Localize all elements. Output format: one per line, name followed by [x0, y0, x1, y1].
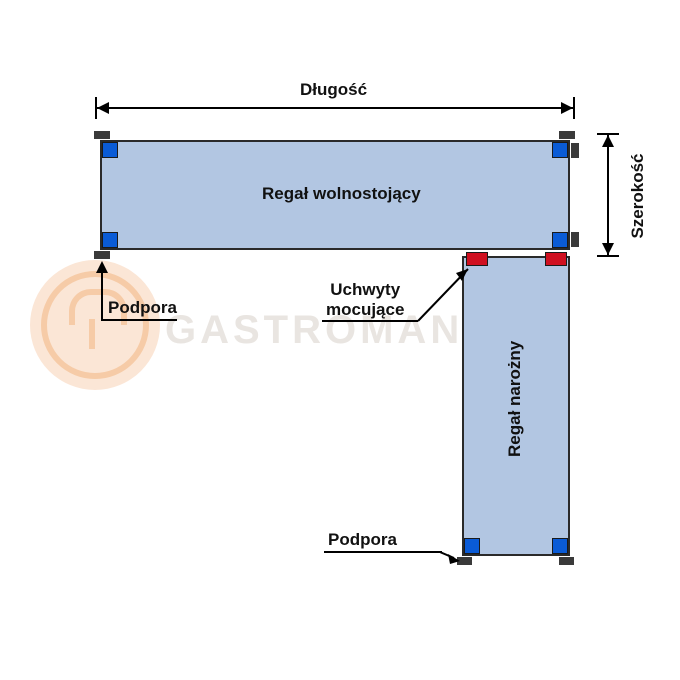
foot: [94, 131, 110, 139]
dim-length-arrow-r: [561, 102, 573, 114]
post: [552, 538, 568, 554]
dim-length-line: [97, 107, 573, 109]
callout-podpora-top-arrow: [96, 261, 108, 273]
post: [102, 142, 118, 158]
shelf-corner-label: Regał narożny: [505, 347, 525, 457]
callout-uchwyty-label: Uchwyty mocujące: [326, 280, 404, 319]
foot: [559, 557, 574, 565]
foot: [94, 251, 110, 259]
callout-podpora-bottom-arrow: [440, 546, 462, 564]
callout-podpora-top-lead-v: [101, 272, 103, 320]
diagram-canvas: GASTROMANIA Regał wolnostojący Regał nar…: [0, 0, 680, 680]
dim-width-cap-b: [597, 255, 619, 257]
mounting-bracket: [545, 252, 567, 266]
dim-width-label: Szerokość: [628, 146, 648, 246]
shelf-freestanding-label: Regał wolnostojący: [262, 184, 421, 204]
callout-podpora-bottom-lead-h: [324, 551, 442, 553]
dim-width-arrow-b: [602, 243, 614, 255]
callout-podpora-top-label: Podpora: [108, 298, 177, 318]
post: [552, 142, 568, 158]
dim-width-arrow-t: [602, 135, 614, 147]
callout-uchwyty-line2: mocujące: [326, 300, 404, 319]
callout-uchwyty-lead-h: [322, 320, 418, 322]
foot: [571, 143, 579, 158]
foot: [559, 131, 575, 139]
callout-uchwyty-line1: Uchwyty: [330, 280, 400, 299]
dim-length-arrow-l: [97, 102, 109, 114]
post: [102, 232, 118, 248]
callout-podpora-bottom-label: Podpora: [328, 530, 397, 550]
dim-width-line: [607, 135, 609, 255]
callout-podpora-top-lead-h: [101, 319, 177, 321]
callout-uchwyty-lead-diag: [416, 263, 476, 323]
dim-length-label: Długość: [300, 80, 367, 100]
post: [552, 232, 568, 248]
dim-length-cap-r: [573, 97, 575, 119]
watermark-logo: [30, 260, 160, 390]
foot: [571, 232, 579, 247]
post: [464, 538, 480, 554]
